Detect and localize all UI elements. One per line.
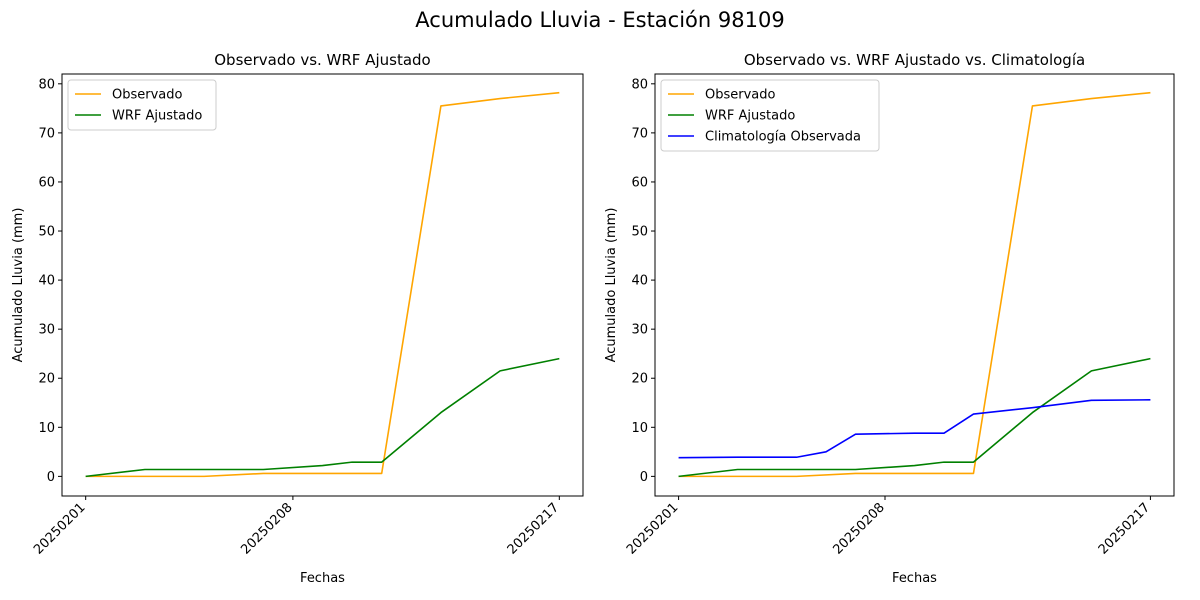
legend: Observado WRF Ajustado — [67, 79, 217, 131]
x-tick-label: 20250201 — [624, 500, 681, 557]
x-axis-label: Fechas — [300, 571, 345, 586]
legend-label: WRF Ajustado — [112, 109, 202, 124]
legend-label: WRF Ajustado — [705, 109, 795, 124]
y-tick-label: 80 — [631, 77, 648, 92]
y-tick-label: 60 — [38, 175, 55, 190]
legend: Observado WRF Ajustado Climatología Observ… — [660, 79, 880, 152]
series-line-wrf-ajustado — [678, 357, 1151, 478]
plot-frame — [654, 73, 1175, 497]
series-line-climatologia-observada — [678, 399, 1151, 459]
chart-title: Observado vs. WRF Ajustado — [214, 51, 430, 69]
y-tick-label: 10 — [38, 421, 55, 436]
x-tick-label: 20250201 — [31, 500, 88, 557]
legend-box — [660, 79, 880, 152]
series-line-observado — [85, 91, 560, 478]
y-tick-label: 20 — [631, 372, 648, 387]
x-axis-label: Fechas — [892, 571, 937, 586]
series-line-observado — [678, 91, 1151, 478]
y-tick-label: 10 — [631, 421, 648, 436]
y-tick-label: 30 — [631, 323, 648, 338]
y-tick-label: 70 — [631, 126, 648, 141]
plot-frame — [61, 73, 584, 497]
y-tick-label: 0 — [640, 470, 648, 485]
y-tick-label: 40 — [631, 274, 648, 289]
chart-title: Observado vs. WRF Ajustado vs. Climatolo… — [744, 51, 1085, 69]
y-tick-label: 50 — [38, 225, 55, 240]
y-tick-label: 0 — [47, 470, 55, 485]
chart-1: Observado vs. WRF Ajustado 0 10 20 30 40 50 60 7… — [11, 51, 584, 586]
y-axis-label: Acumulado Lluvia (mm) — [604, 208, 619, 363]
y-tick-label: 80 — [38, 77, 55, 92]
legend-label: Observado — [112, 88, 183, 103]
y-tick-label: 60 — [631, 175, 648, 190]
y-tick-label: 40 — [38, 274, 55, 289]
legend-label: Observado — [705, 88, 776, 103]
y-axis-label: Acumulado Lluvia (mm) — [11, 208, 26, 363]
y-tick-label: 50 — [631, 225, 648, 240]
legend-box — [67, 79, 217, 131]
series-line-wrf-ajustado — [85, 357, 560, 478]
x-tick-label: 20250208 — [238, 500, 295, 557]
figure-title: Acumulado Lluvia - Estación 98109 — [415, 8, 785, 32]
y-tick-label: 20 — [38, 372, 55, 387]
y-tick-label: 70 — [38, 126, 55, 141]
chart-2: Observado vs. WRF Ajustado vs. Climatolo… — [604, 51, 1175, 586]
legend-label: Climatología Observada — [705, 130, 861, 145]
x-tick-label: 20250217 — [1096, 500, 1153, 557]
x-tick-label: 20250208 — [830, 500, 887, 557]
x-tick-label: 20250217 — [505, 500, 562, 557]
y-tick-label: 30 — [38, 323, 55, 338]
